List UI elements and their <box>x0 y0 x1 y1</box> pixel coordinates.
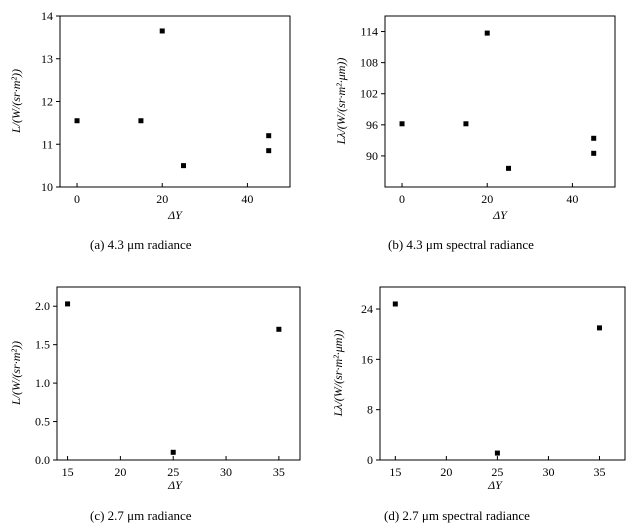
y-tick-label: 1.0 <box>35 376 50 390</box>
data-point <box>74 118 80 124</box>
y-tick-label: 0 <box>367 453 373 467</box>
y-tick-label: 14 <box>41 9 53 23</box>
y-tick-label: 12 <box>41 95 53 109</box>
x-axis-label: ΔY <box>167 478 183 492</box>
x-tick-label: 20 <box>156 192 168 206</box>
chart-a: 0 20 40 10 11 12 13 14 ΔY L/(W/(sr·m²)) <box>9 9 291 222</box>
data-point <box>138 118 144 124</box>
y-axis-label: L/(W/(sr·m²)) <box>9 69 23 134</box>
chart-b: 0 20 40 90 96 102 108 114 ΔY Lλ/(W/(sr·m²·μm)) <box>334 15 616 222</box>
y-tick-label: 11 <box>41 137 53 151</box>
y-tick-label: 2.0 <box>35 299 50 313</box>
data-point <box>392 301 398 307</box>
x-tick-label: 25 <box>167 465 179 479</box>
y-tick-label: 1.5 <box>35 338 50 352</box>
data-point <box>494 450 500 456</box>
x-tick-label: 40 <box>241 192 253 206</box>
x-tick-label: 30 <box>220 465 232 479</box>
data-point <box>484 30 490 36</box>
data-point <box>463 121 469 127</box>
data-point <box>65 301 71 307</box>
plot-frame <box>379 286 626 461</box>
chart-c: 15 20 25 30 35 0.0 0.5 1.0 1.5 2.0 ΔY L/(W/(sr·m²… <box>9 286 301 492</box>
caption-c: (c) 2.7 μm radiance <box>90 508 192 523</box>
x-tick-label: 20 <box>440 465 452 479</box>
data-point <box>506 165 512 171</box>
data-point <box>266 133 272 139</box>
plot-frame <box>56 286 301 461</box>
x-tick-label: 40 <box>566 192 578 206</box>
plot-frame <box>384 15 616 188</box>
y-axis-label: L/(W/(sr·m²)) <box>9 341 23 406</box>
data-point <box>591 150 597 156</box>
data-point <box>276 326 282 332</box>
x-axis-label: ΔY <box>487 478 503 492</box>
y-tick-label: 16 <box>361 352 373 366</box>
y-tick-label: 102 <box>360 87 378 101</box>
y-tick-label: 13 <box>41 52 53 66</box>
x-tick-label: 15 <box>62 465 74 479</box>
plot-frame <box>59 15 291 188</box>
data-point <box>266 148 272 154</box>
y-tick-label: 0.5 <box>35 415 50 429</box>
x-tick-label: 30 <box>542 465 554 479</box>
data-point <box>399 121 405 127</box>
caption-a: (a) 4.3 μm radiance <box>90 237 192 252</box>
x-tick-label: 20 <box>481 192 493 206</box>
chart-d: 15 20 25 30 35 0 8 16 24 ΔY Lλ/(W/(sr·m²·μm)) <box>331 286 626 492</box>
x-tick-label: 35 <box>273 465 285 479</box>
y-tick-label: 0.0 <box>35 453 50 467</box>
y-axis-label: Lλ/(W/(sr·m²·μm)) <box>331 330 345 418</box>
x-tick-label: 25 <box>491 465 503 479</box>
y-tick-label: 10 <box>41 180 53 194</box>
y-tick-label: 90 <box>366 149 378 163</box>
data-point <box>591 135 597 141</box>
y-tick-label: 114 <box>360 25 378 39</box>
caption-d: (d) 2.7 μm spectral radiance <box>384 508 530 523</box>
y-tick-label: 108 <box>360 56 378 70</box>
data-point <box>159 28 165 34</box>
x-tick-label: 20 <box>114 465 126 479</box>
y-tick-label: 96 <box>366 118 378 132</box>
data-point <box>181 163 187 169</box>
x-axis-label: ΔY <box>167 208 183 222</box>
caption-b: (b) 4.3 μm spectral radiance <box>388 237 534 252</box>
x-tick-label: 0 <box>74 192 80 206</box>
data-point <box>596 325 602 331</box>
x-tick-label: 35 <box>593 465 605 479</box>
y-axis-label: Lλ/(W/(sr·m²·μm)) <box>334 58 348 146</box>
x-tick-label: 0 <box>399 192 405 206</box>
y-tick-label: 24 <box>361 302 373 316</box>
data-point <box>170 449 176 455</box>
x-tick-label: 15 <box>389 465 401 479</box>
x-axis-label: ΔY <box>492 208 508 222</box>
y-tick-label: 8 <box>367 403 373 417</box>
